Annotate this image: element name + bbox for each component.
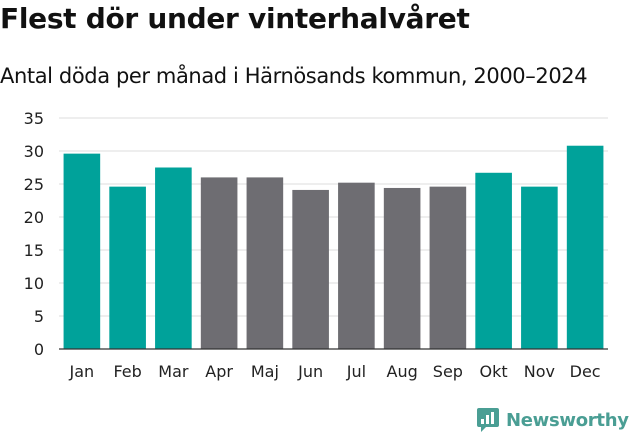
y-tick-label: 15 (24, 241, 44, 260)
x-tick-label: Jul (346, 362, 366, 381)
bar-aug (383, 187, 421, 349)
bar-chart: 0 5 10 15 20 25 30 35 Jan Feb Mar Apr Maj Jun Jul Aug S… (24, 109, 608, 381)
gridlines (59, 117, 608, 317)
bar-jul (338, 182, 375, 349)
chart-subtitle: Antal döda per månad i Härnösands kommun… (0, 64, 588, 88)
bar-mar (155, 167, 192, 349)
x-tick-label: Nov (524, 362, 555, 381)
y-tick-label: 0 (34, 340, 44, 359)
x-tick-label: Feb (113, 362, 141, 381)
y-tick-label: 20 (24, 208, 44, 227)
bar-sep (429, 186, 467, 349)
bar-jun (292, 189, 329, 349)
y-tick-label: 10 (24, 274, 44, 293)
x-tick-label: Apr (205, 362, 233, 381)
bar-nov (521, 186, 558, 349)
x-axis-ticks: Jan Feb Mar Apr Maj Jun Jul Aug Sep Okt Nov Dec (69, 362, 601, 381)
brand-logo: Newsworthy (476, 407, 629, 433)
y-tick-label: 30 (24, 142, 44, 161)
y-tick-label: 35 (24, 109, 44, 128)
x-tick-label: Dec (570, 362, 601, 381)
x-tick-label: Aug (387, 362, 418, 381)
bar-dec (566, 145, 604, 349)
bars (63, 145, 604, 349)
bar-jan (63, 153, 101, 349)
brand-name: Newsworthy (506, 409, 629, 431)
x-tick-label: Jan (69, 362, 95, 381)
y-tick-label: 25 (24, 175, 44, 194)
bar-maj (246, 177, 284, 349)
y-tick-label: 5 (34, 307, 44, 326)
x-tick-label: Okt (480, 362, 508, 381)
chart-title: Flest dör under vinterhalvåret (0, 2, 470, 35)
bar-okt (475, 172, 512, 349)
x-tick-label: Sep (433, 362, 463, 381)
bar-feb (109, 186, 146, 349)
x-tick-label: Jun (297, 362, 323, 381)
bar-apr (200, 177, 238, 349)
x-tick-label: Maj (251, 362, 279, 381)
newsworthy-logo-icon (477, 408, 499, 432)
x-tick-label: Mar (158, 362, 189, 381)
y-axis-ticks: 0 5 10 15 20 25 30 35 (24, 109, 44, 359)
